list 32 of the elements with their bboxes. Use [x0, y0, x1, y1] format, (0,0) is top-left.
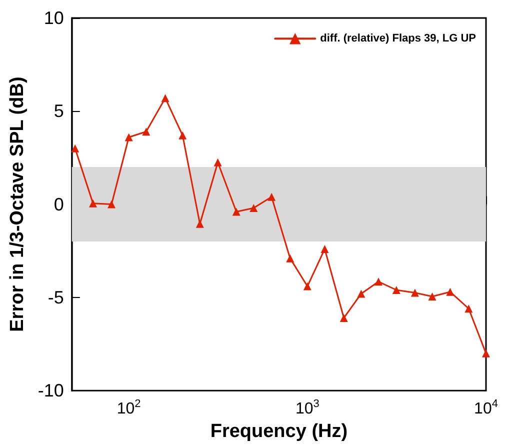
point — [286, 254, 294, 262]
point — [410, 288, 419, 297]
point — [178, 131, 187, 140]
point — [196, 220, 204, 228]
y-tick-label: 10 — [44, 8, 64, 28]
point — [214, 158, 222, 166]
point — [268, 192, 276, 201]
y-tick-label: -5 — [48, 287, 64, 308]
point — [108, 200, 116, 208]
point — [142, 128, 150, 136]
point — [89, 199, 98, 208]
point — [250, 204, 258, 212]
point — [374, 278, 382, 286]
point — [464, 304, 473, 313]
y-tick-label: 0 — [54, 194, 64, 214]
y-axis-title: Error in 1/3-Octave SPL (dB) — [7, 76, 28, 332]
point — [340, 314, 348, 322]
point — [161, 94, 170, 102]
point — [71, 144, 80, 152]
y-tick-label: -10 — [38, 380, 64, 401]
point — [482, 349, 490, 358]
y-tick-label: 5 — [54, 101, 64, 122]
legend-label: diff. (relative) Flaps 39, LG UP — [320, 32, 476, 45]
point — [428, 292, 436, 301]
point — [232, 208, 240, 216]
point — [303, 282, 312, 290]
point — [320, 245, 329, 254]
point — [357, 290, 366, 298]
x-axis-title: Frequency (Hz) — [210, 421, 348, 442]
point — [392, 286, 400, 294]
point — [124, 133, 133, 142]
point — [446, 288, 454, 296]
